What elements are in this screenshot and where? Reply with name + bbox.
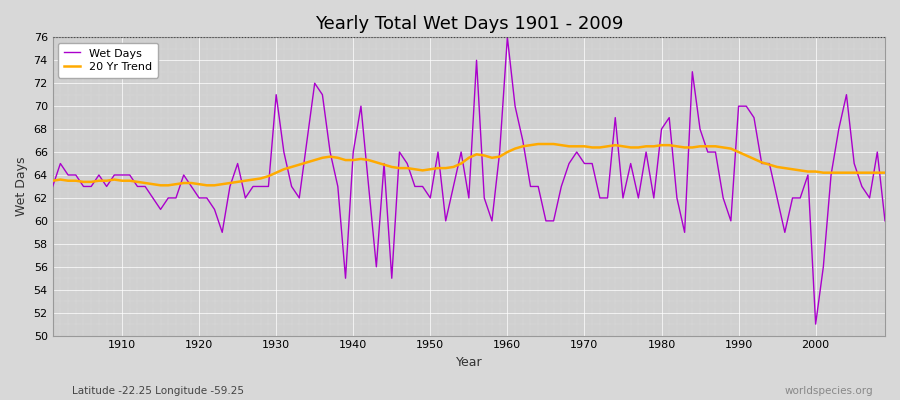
20 Yr Trend — [509, 146, 520, 151]
20 Yr Trend — [109, 177, 120, 182]
Line: Wet Days: Wet Days — [53, 37, 885, 324]
Wet Days — [109, 172, 120, 177]
Legend: Wet Days, 20 Yr Trend: Wet Days, 20 Yr Trend — [58, 43, 158, 78]
Wet Days — [602, 196, 613, 200]
Wet Days — [502, 35, 513, 40]
Wet Days — [810, 322, 821, 326]
20 Yr Trend — [879, 170, 890, 175]
Wet Days — [509, 104, 520, 108]
Text: Latitude -22.25 Longitude -59.25: Latitude -22.25 Longitude -59.25 — [72, 386, 244, 396]
20 Yr Trend — [533, 142, 544, 146]
Wet Days — [48, 184, 58, 189]
20 Yr Trend — [155, 183, 166, 188]
Text: worldspecies.org: worldspecies.org — [785, 386, 873, 396]
Wet Days — [325, 150, 336, 154]
X-axis label: Year: Year — [455, 356, 482, 369]
Wet Days — [278, 150, 289, 154]
Wet Days — [494, 150, 505, 154]
Y-axis label: Wet Days: Wet Days — [15, 157, 28, 216]
20 Yr Trend — [286, 164, 297, 169]
20 Yr Trend — [610, 143, 621, 148]
Wet Days — [879, 218, 890, 223]
Title: Yearly Total Wet Days 1901 - 2009: Yearly Total Wet Days 1901 - 2009 — [315, 15, 623, 33]
20 Yr Trend — [332, 155, 343, 160]
20 Yr Trend — [48, 178, 58, 183]
20 Yr Trend — [502, 150, 513, 154]
Line: 20 Yr Trend: 20 Yr Trend — [53, 144, 885, 185]
